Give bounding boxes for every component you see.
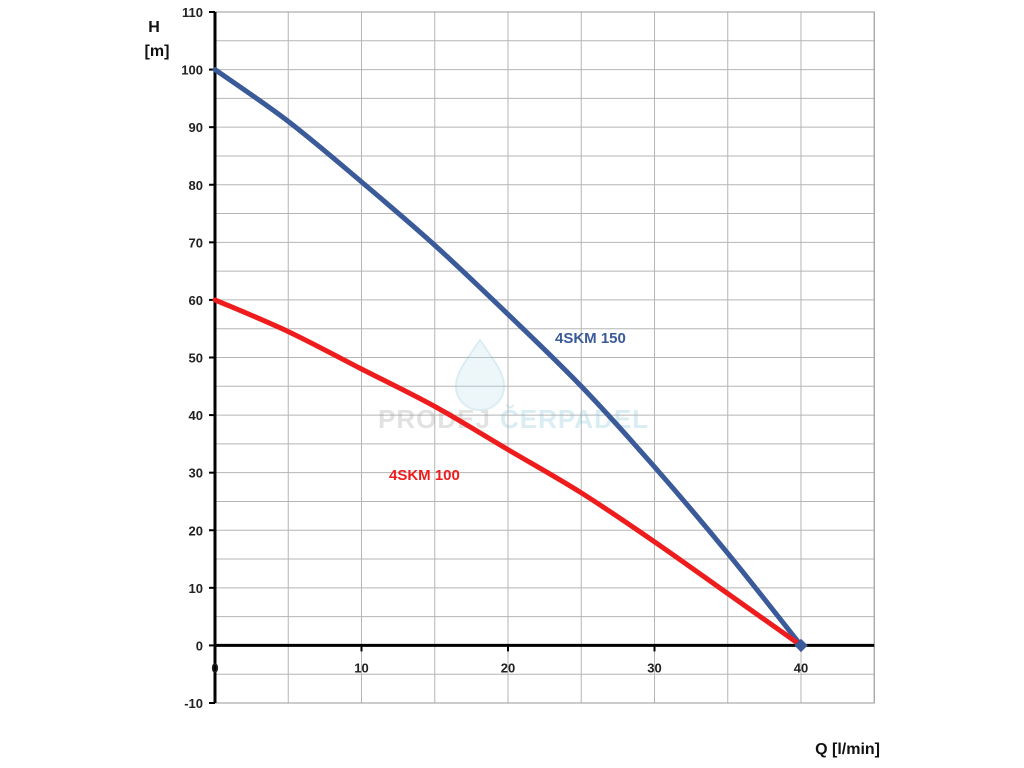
x-tick-label: 10 (354, 660, 368, 675)
y-tick-label: 60 (189, 293, 203, 308)
x-axis-label: Q [l/min] (815, 741, 880, 758)
y-tick-label: 10 (189, 581, 203, 596)
x-tick-label: 20 (501, 660, 515, 675)
series-label-4skm-100: 4SKM 100 (389, 467, 460, 484)
series-line-1 (212, 297, 804, 648)
y-tick-label: 70 (189, 235, 203, 250)
axes (209, 11, 875, 704)
x-tick-label: 40 (794, 660, 808, 675)
y-axis-label-unit: [m] (145, 43, 170, 60)
y-axis-label-symbol: H (148, 19, 160, 36)
x-tick-label: 0 (211, 660, 218, 675)
series (212, 67, 808, 653)
y-tick-label: 0 (196, 638, 203, 653)
y-tick-label: 20 (189, 523, 203, 538)
series-label-4skm-150: 4SKM 150 (555, 330, 626, 347)
y-tick-label: 100 (181, 63, 203, 78)
y-tick-label: -10 (184, 696, 203, 711)
y-tick-label: 80 (189, 178, 203, 193)
y-tick-label: 30 (189, 466, 203, 481)
x-tick-label: 30 (647, 660, 661, 675)
watermark-text-cerpadel: ČERPADEL (500, 404, 649, 434)
y-tick-label: 110 (182, 5, 203, 20)
y-tick-label: 90 (189, 120, 203, 135)
y-tick-label: 40 (189, 408, 203, 423)
series-line-0 (212, 67, 804, 648)
end-point-marker (794, 638, 808, 653)
y-tick-label: 50 (189, 351, 203, 366)
water-drop-icon (454, 338, 506, 412)
